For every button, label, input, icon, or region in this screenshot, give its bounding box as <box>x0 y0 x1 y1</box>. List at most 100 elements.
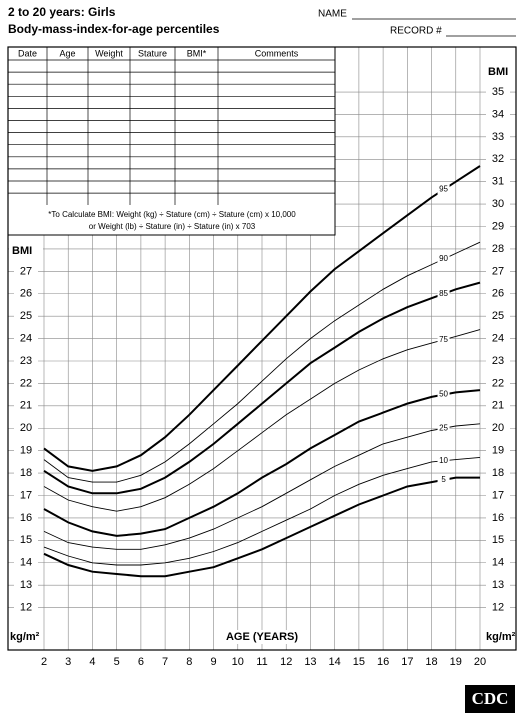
y-tick-label: 30 <box>492 198 504 210</box>
table-bg <box>7 46 336 236</box>
x-tick-label: 20 <box>474 656 486 668</box>
y-tick-label: 21 <box>492 400 504 412</box>
percentile-curve <box>43 281 481 495</box>
y-tick-label: 26 <box>492 288 504 300</box>
y-tick-label: 19 <box>20 445 32 457</box>
label-bg <box>437 474 450 485</box>
label-bg <box>486 534 510 547</box>
label-bg <box>485 65 519 79</box>
x-tick-label: 4 <box>89 656 95 668</box>
x-tick-label: 19 <box>450 656 462 668</box>
x-tick-label: 9 <box>210 656 216 668</box>
logo-box <box>465 685 515 713</box>
y-tick-label: 31 <box>492 176 504 188</box>
label-bg <box>486 310 510 323</box>
label-bg <box>14 467 38 480</box>
legend-label: 90 <box>439 254 448 263</box>
percentile-curve <box>43 165 481 472</box>
y-tick-label: 35 <box>492 86 504 98</box>
label-bg <box>486 130 510 143</box>
label-bg <box>486 467 510 480</box>
label-bg <box>486 242 510 255</box>
y-tick-label: 17 <box>20 489 32 501</box>
label-bg <box>486 108 510 121</box>
table-header: Date <box>18 48 37 58</box>
chart-subtitle: Body-mass-index-for-age percentiles <box>8 22 220 36</box>
table-header: Weight <box>95 48 123 58</box>
y-axis-unit: kg/m² <box>486 631 516 643</box>
label-bg <box>14 511 38 524</box>
label-bg <box>14 534 38 547</box>
legend-label: 75 <box>439 335 448 344</box>
legend-label: 25 <box>439 423 448 432</box>
label-bg <box>220 630 304 644</box>
x-tick-label: 7 <box>162 656 168 668</box>
label-bg <box>14 310 38 323</box>
label-bg <box>7 630 41 644</box>
percentile-curve <box>43 241 481 483</box>
y-tick-label: 26 <box>20 288 32 300</box>
label-bg <box>14 355 38 368</box>
x-tick-label: 8 <box>186 656 192 668</box>
label-bg <box>14 377 38 390</box>
y-tick-label: 23 <box>492 355 504 367</box>
label-bg <box>437 334 450 345</box>
x-tick-label: 18 <box>425 656 437 668</box>
percentile-curve <box>43 476 480 578</box>
y-tick-label: 33 <box>492 131 504 143</box>
label-bg <box>14 422 38 435</box>
y-tick-label: 18 <box>20 467 32 479</box>
label-bg <box>14 489 38 502</box>
legend-label: 50 <box>439 390 448 399</box>
cdc-logo: CDC <box>465 685 515 713</box>
label-bg <box>486 220 510 233</box>
label-bg <box>437 288 450 299</box>
y-axis-label: BMI <box>488 66 508 78</box>
table-header: Stature <box>138 48 167 58</box>
y-tick-label: 14 <box>492 557 504 569</box>
table-header: Comments <box>255 48 299 58</box>
y-tick-label: 16 <box>492 512 504 524</box>
x-tick-label: 5 <box>114 656 120 668</box>
percentile-curve <box>43 423 481 550</box>
legend-label: 85 <box>439 289 448 298</box>
x-tick-label: 16 <box>377 656 389 668</box>
x-tick-label: 17 <box>401 656 413 668</box>
label-bg <box>486 287 510 300</box>
y-tick-label: 24 <box>492 332 504 344</box>
x-tick-label: 10 <box>232 656 244 668</box>
record-label: RECORD # <box>390 26 442 37</box>
label-bg <box>486 332 510 345</box>
y-tick-label: 13 <box>20 579 32 591</box>
y-tick-label: 16 <box>20 512 32 524</box>
label-bg <box>14 579 38 592</box>
label-bg <box>437 389 450 400</box>
label-bg <box>486 579 510 592</box>
y-tick-label: 23 <box>20 355 32 367</box>
x-tick-label: 12 <box>280 656 292 668</box>
table-header: Age <box>59 48 75 58</box>
x-tick-label: 2 <box>41 656 47 668</box>
x-tick-label: 6 <box>138 656 144 668</box>
y-tick-label: 34 <box>492 108 504 120</box>
y-tick-label: 19 <box>492 445 504 457</box>
label-bg <box>486 511 510 524</box>
label-bg <box>437 455 450 466</box>
label-bg <box>14 399 38 412</box>
label-bg <box>486 175 510 188</box>
label-bg <box>486 153 510 166</box>
label-bg <box>483 630 517 644</box>
y-tick-label: 12 <box>20 601 32 613</box>
y-tick-label: 12 <box>492 601 504 613</box>
y-tick-label: 15 <box>492 534 504 546</box>
x-tick-label: 11 <box>256 656 267 668</box>
y-tick-label: 14 <box>20 557 32 569</box>
y-tick-label: 25 <box>20 310 32 322</box>
label-bg <box>486 86 510 99</box>
table-note: *To Calculate BMI: Weight (kg) ÷ Stature… <box>48 210 296 219</box>
label-bg <box>437 423 450 434</box>
label-bg <box>437 254 450 265</box>
percentile-curve <box>43 329 481 512</box>
label-bg <box>9 244 43 258</box>
label-bg <box>486 198 510 211</box>
